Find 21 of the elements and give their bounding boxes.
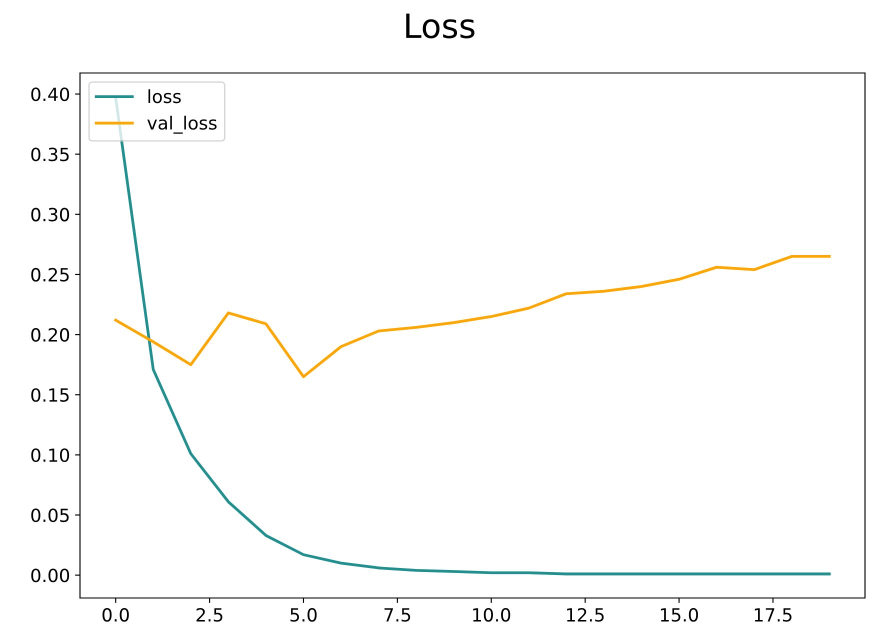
legend-label: val_loss	[147, 116, 217, 134]
x-tick-label: 7.5	[384, 608, 410, 622]
y-tick-label: 0.00	[31, 568, 70, 582]
x-tick-label: 2.5	[196, 608, 222, 622]
y-tick-label: 0.20	[31, 328, 70, 342]
y-tick-label: 0.10	[31, 448, 70, 462]
y-tick-label: 0.30	[31, 208, 70, 222]
y-tick-label: 0.40	[31, 88, 70, 102]
x-tick-label: 12.5	[567, 608, 604, 622]
y-tick-label: 0.25	[31, 268, 69, 282]
x-tick-label: 17.5	[754, 608, 792, 622]
y-tick-label: 0.35	[31, 148, 69, 162]
x-tick-label: 5.0	[290, 608, 317, 622]
y-tick-label: 0.15	[31, 388, 69, 402]
chart-title: Loss	[406, 14, 474, 38]
legend-label: loss	[148, 89, 181, 104]
y-tick-label: 0.05	[31, 508, 69, 522]
x-tick-label: 10.0	[473, 608, 510, 622]
x-tick-label: 0.0	[102, 608, 129, 622]
x-tick-label: 15.0	[660, 608, 698, 622]
line-series	[114, 255, 831, 378]
